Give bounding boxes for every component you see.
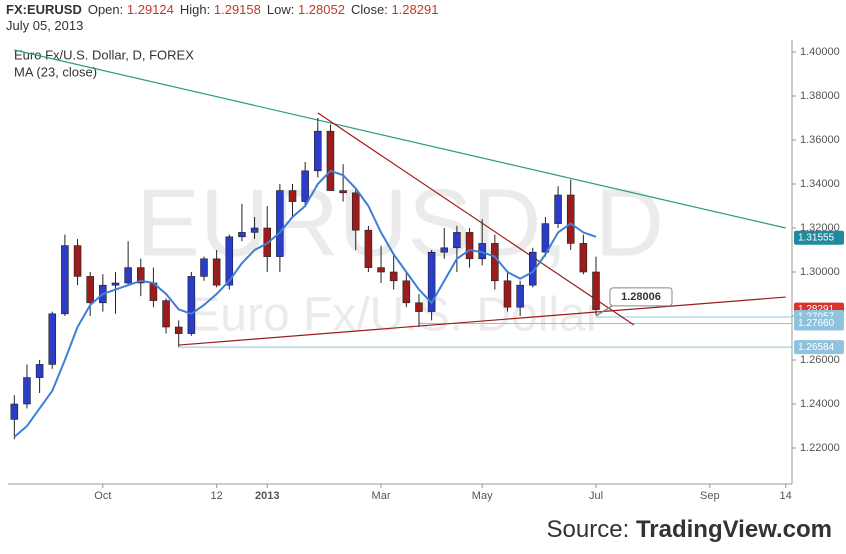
candle-body [326, 130, 335, 191]
callout-box [609, 287, 673, 307]
open-value: 1.29124 [126, 2, 174, 17]
candle-body [364, 229, 373, 268]
legend-ma: MA (23, close) [14, 64, 97, 79]
source-prefix: Source: [546, 516, 630, 543]
trend-line [178, 296, 786, 346]
candle-body [136, 267, 145, 284]
x-tick-label: May [472, 490, 493, 502]
candle-body [212, 258, 221, 286]
candle-body [566, 194, 575, 244]
watermark-symbol: EURUSD, D [136, 169, 664, 276]
candle-body [453, 232, 461, 249]
candle-body [592, 271, 600, 310]
callout-pointer [595, 305, 613, 317]
candle-body [23, 377, 31, 405]
trend-line [317, 112, 635, 326]
y-tick-label: 1.34000 [800, 178, 840, 190]
y-tick-label: 1.22000 [800, 442, 840, 454]
open-label: Open: [87, 2, 124, 17]
callout-label: 1.28006 [621, 291, 661, 303]
candle-body [187, 276, 196, 334]
x-tick-label: 12 [211, 490, 223, 502]
ma-line [13, 169, 597, 438]
candle-body [377, 267, 385, 273]
candle-body [250, 227, 259, 233]
y-tick-label: 1.36000 [800, 134, 840, 146]
x-tick-label: 14 [780, 490, 792, 502]
y-tick-label: 1.38000 [800, 90, 840, 102]
candle-body [516, 284, 524, 308]
close-value: 1.28291 [391, 2, 439, 17]
x-tick-label: 2013 [255, 490, 279, 502]
candle-body [238, 232, 246, 238]
y-tick-label: 1.30000 [800, 266, 840, 278]
source-site: TradingView.com [635, 516, 832, 543]
price-label-box [794, 230, 844, 245]
candle-body [35, 364, 44, 378]
y-tick-label: 1.40000 [800, 46, 840, 58]
high-label: High: [179, 2, 211, 17]
level-label: 1.27660 [798, 318, 835, 329]
x-tick-label: Jul [589, 490, 603, 502]
candle-body [541, 223, 550, 253]
candle-body [301, 170, 309, 202]
level-label-box [794, 316, 844, 331]
candle-body [73, 245, 82, 277]
level-label: 1.26584 [798, 342, 835, 353]
x-tick-label: Sep [700, 490, 720, 502]
watermark-description: Euro Fx/U.S. Dollar [188, 289, 601, 342]
candle-body [440, 247, 449, 253]
candle-body [200, 258, 208, 277]
candle-body [225, 236, 234, 286]
x-tick-label: Oct [94, 490, 111, 502]
candle-body [465, 232, 474, 260]
date: July 05, 2013 [6, 18, 84, 33]
candle-body [124, 267, 132, 284]
low-label: Low: [266, 2, 295, 17]
header: FX:EURUSD Open: 1.29124 High: 1.29158 Low: … [6, 2, 444, 34]
y-tick-label: 1.26000 [800, 354, 840, 366]
high-value: 1.29158 [213, 2, 261, 17]
candle-body [339, 190, 347, 194]
candle-body [86, 276, 94, 304]
candle-body [579, 243, 588, 273]
level-label-box [794, 340, 844, 355]
source: Source: TradingView.com [547, 516, 832, 544]
price-label: 1.28291 [798, 304, 835, 315]
candle-body [351, 192, 360, 231]
candle-body [554, 194, 562, 224]
candle-body [415, 302, 423, 312]
candle-body [314, 130, 322, 172]
close-label: Close: [350, 2, 388, 17]
candle-body [10, 403, 19, 420]
symbol: FX:EURUSD [6, 2, 82, 17]
candle-body [48, 313, 57, 365]
candle-body [288, 190, 297, 202]
low-value: 1.28052 [297, 2, 345, 17]
candle-body [503, 280, 512, 308]
trend-line [14, 49, 786, 229]
candle-body [389, 271, 398, 282]
candle-body [427, 251, 436, 312]
candle-body [61, 245, 69, 315]
candle-body [402, 280, 411, 304]
candle-body [491, 243, 499, 282]
x-tick-label: Mar [372, 490, 391, 502]
candle-body [174, 326, 183, 334]
price-label: 1.31555 [798, 232, 835, 243]
y-tick-label: 1.24000 [800, 398, 840, 410]
candle-body [162, 300, 170, 328]
legend-title: Euro Fx/U.S. Dollar, D, FOREX [14, 47, 194, 62]
watermark: EURUSD, D Euro Fx/U.S. Dollar [136, 169, 664, 341]
candle-body [111, 282, 120, 286]
candle-body [276, 190, 284, 257]
